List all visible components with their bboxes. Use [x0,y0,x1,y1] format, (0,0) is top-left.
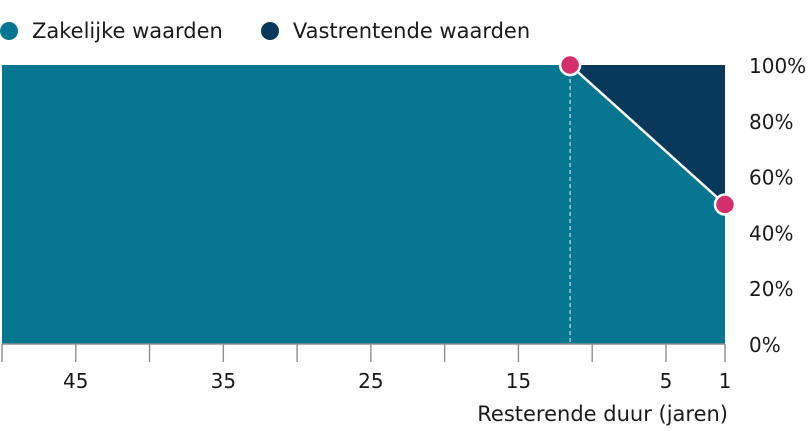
y-tick-label: 100% [749,54,806,78]
data-point-marker [713,193,737,216]
legend-swatch-zakelijke-waarden [0,22,18,40]
x-tick-label: 45 [63,369,88,393]
data-point-marker [558,53,582,77]
y-tick-label: 0% [749,333,781,357]
legend-item-zakelijke-waarden: Zakelijke waarden [0,19,223,43]
y-tick-label: 80% [749,110,793,134]
legend: Zakelijke waarden Vastrentende waarden [0,14,568,48]
legend-item-vastrentende-waarden: Vastrentende waarden [260,19,531,43]
x-tick-label: 15 [506,369,531,393]
area-vastrentende-waarden [2,65,725,205]
y-tick-label: 20% [749,277,793,301]
y-tick-label: 40% [749,221,793,245]
x-tick-label: 5 [660,369,673,393]
x-tick-label: 25 [358,369,383,393]
plot-area: 45 35 25 15 5 1 0% 20% 40% 60% 80% 100% [1,53,806,393]
x-tick-label: 35 [211,369,236,393]
x-axis-title: Resterende duur (jaren) [477,402,728,426]
x-tick-label: 1 [719,369,732,393]
legend-label-zakelijke-waarden: Zakelijke waarden [32,19,223,43]
area-zakelijke-waarden [2,65,725,344]
legend-label-vastrentende-waarden: Vastrentende waarden [292,19,531,43]
legend-swatch-vastrentende-waarden [260,22,279,40]
series-boundary-line [569,64,726,206]
y-tick-label: 60% [749,166,793,190]
